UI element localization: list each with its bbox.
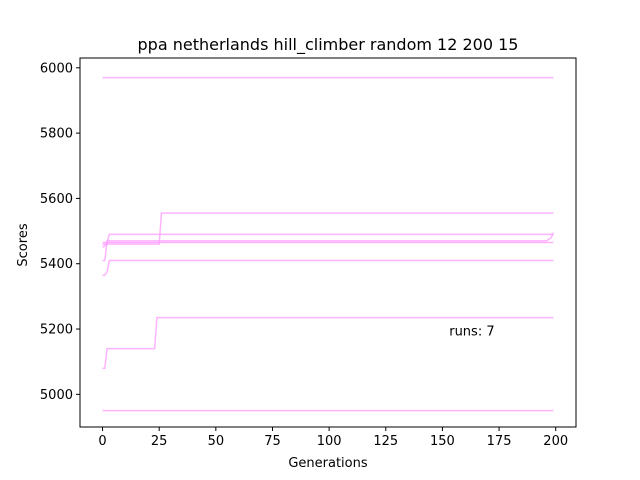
y-axis-ticks: 5000 5200 5400 5600 5800 6000 [40, 61, 80, 403]
y-tick-label: 5600 [40, 192, 73, 207]
y-tick-label: 5200 [40, 323, 73, 338]
x-tick-label: 75 [264, 434, 281, 449]
series-line-6 [102, 259, 554, 276]
x-tick-label: 200 [543, 434, 568, 449]
y-axis-label: Scores [16, 223, 31, 266]
series-line-5 [102, 232, 555, 262]
y-tick-label: 5400 [40, 257, 73, 272]
x-axis-ticks: 0 25 50 75 100 125 150 175 200 [98, 427, 568, 449]
chart-title: ppa netherlands hill_climber random 12 2… [138, 35, 519, 55]
x-tick-label: 50 [208, 434, 225, 449]
plot-frame [79, 57, 577, 428]
x-tick-label: 150 [430, 434, 455, 449]
series-line-7 [102, 316, 554, 369]
runs-annotation: runs: 7 [449, 325, 494, 340]
series-lines [102, 76, 555, 412]
x-tick-label: 125 [373, 434, 398, 449]
x-tick-label: 100 [317, 434, 342, 449]
x-tick-label: 25 [151, 434, 168, 449]
x-tick-label: 175 [487, 434, 512, 449]
series-line-4 [102, 233, 554, 244]
y-tick-label: 5000 [40, 388, 73, 403]
y-tick-label: 5800 [40, 127, 73, 142]
series-line-3 [102, 241, 554, 249]
x-tick-label: 0 [98, 434, 106, 449]
y-tick-label: 6000 [40, 61, 73, 76]
series-line-2 [102, 212, 554, 245]
x-axis-label: Generations [288, 456, 368, 471]
